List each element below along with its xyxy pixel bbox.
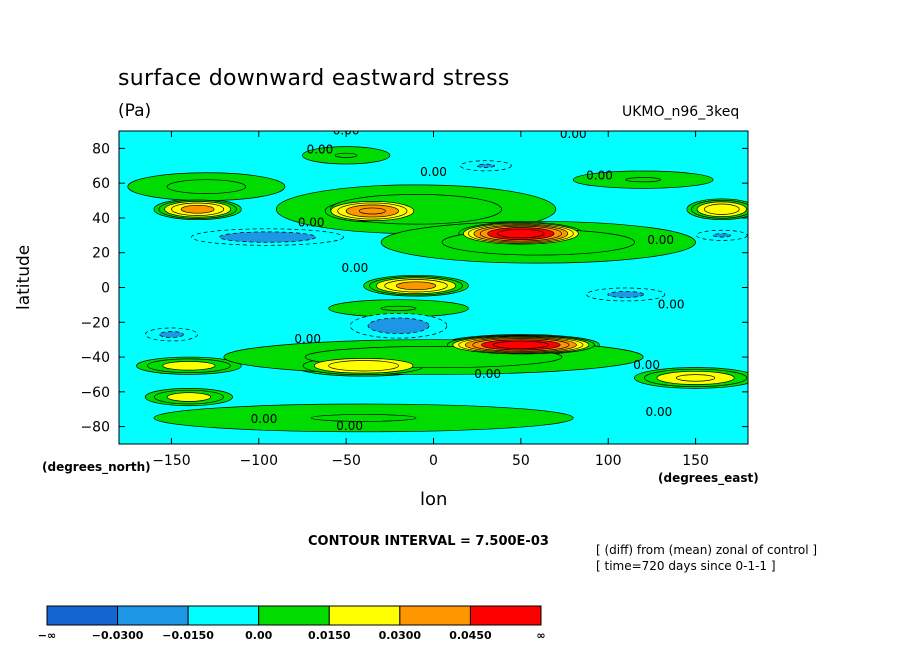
contour-label: 0.00 [251, 412, 278, 426]
legend-swatch [469, 605, 542, 626]
legend-swatch [399, 605, 471, 626]
contour-field [119, 131, 748, 444]
contour-region [380, 305, 417, 311]
x-tick-label: 150 [682, 453, 709, 469]
legend-label: −0.0150 [162, 629, 214, 642]
y-tick-label: −20 [80, 315, 110, 331]
y-tick-label: −80 [80, 420, 110, 436]
contour-region [395, 281, 437, 291]
contour-label: 0.00 [474, 367, 501, 381]
contour-region [219, 231, 316, 243]
contour-label: 0.00 [633, 358, 660, 372]
y-tick-label: 0 [101, 281, 110, 297]
contour-interval: CONTOUR INTERVAL = 7.500E-03 [308, 534, 549, 549]
legend-swatch [258, 605, 330, 626]
x-tick-label: 100 [595, 453, 622, 469]
legend-label: −∞ [38, 629, 56, 642]
legend-label: −0.0300 [92, 629, 144, 642]
contour-region [703, 203, 740, 215]
x-tick-label: 50 [512, 453, 530, 469]
contour-region [180, 204, 215, 214]
contour-region [497, 228, 545, 239]
chart-units: (Pa) [118, 101, 152, 121]
x-axis-unit: (degrees_east) [658, 471, 759, 485]
y-tick-label: 40 [92, 211, 110, 227]
legend-swatch [117, 605, 189, 626]
contour-labels: 0.00 0.00 0.00 0.00 0.00 0.00 0.00 0.00 0.00 0.00… [251, 127, 685, 433]
contour-label: 0.00 [336, 419, 363, 433]
contour-label: 0.00 [658, 297, 685, 311]
contour-label: 0.00 [342, 261, 369, 275]
contour-region [476, 163, 496, 168]
chart-title: surface downward eastward stress [118, 66, 510, 91]
axes: −150 −100 −50 0 50 100 150 80 60 40 20 0 −20 −40 −60 −8… [80, 131, 748, 469]
contour-label: 0.00 [647, 233, 674, 247]
contour-label: 0.00 [307, 143, 334, 157]
contour-label: 0.00 [646, 405, 673, 419]
x-tick-label: −100 [240, 453, 278, 469]
y-tick-label: −60 [80, 385, 110, 401]
contour-label: 0.00 [294, 332, 321, 346]
y-tick-label: 80 [92, 141, 110, 157]
legend-label: 0.0450 [449, 629, 492, 642]
note-diff: [ (diff) from (mean) zonal of control ] [596, 543, 818, 557]
contour-region [328, 360, 399, 372]
legend-label: 0.0300 [379, 629, 422, 642]
y-tick-label: −40 [80, 350, 110, 366]
x-tick-label: 0 [429, 453, 438, 469]
legend-label: ∞ [536, 629, 545, 642]
contour-region [675, 374, 716, 382]
model-name: UKMO_n96_3keq [622, 104, 740, 120]
contour-region [162, 361, 216, 371]
contour-region [166, 392, 212, 402]
contour-region [159, 331, 184, 338]
x-tick-label: −150 [152, 453, 190, 469]
contour-region [166, 179, 247, 194]
contour-region [310, 414, 417, 422]
contour-region [358, 207, 386, 215]
y-tick-label: 20 [92, 246, 110, 262]
contour-region [625, 177, 661, 183]
legend-swatch [328, 605, 401, 626]
contour-region [712, 233, 731, 238]
x-tick-label: −50 [331, 453, 361, 469]
x-axis-label: lon [420, 489, 448, 510]
color-legend: −∞ −0.0300 −0.0150 0.00 0.0150 0.0300 0.0450 ∞ [38, 605, 546, 642]
contour-region [492, 340, 550, 349]
legend-swatch [187, 605, 260, 626]
contour-region [607, 291, 645, 298]
legend-label: 0.00 [245, 629, 272, 642]
y-axis-unit: (degrees_north) [42, 460, 151, 474]
legend-label: 0.0150 [308, 629, 351, 642]
contour-label: 0.00 [560, 127, 587, 141]
contour-label: 0.00 [586, 169, 613, 183]
y-tick-label: 60 [92, 176, 110, 192]
legend-swatch [46, 605, 119, 626]
contour-region [334, 152, 358, 158]
contour-label: 0.00 [420, 165, 447, 179]
note-time: [ time=720 days since 0-1-1 ] [596, 559, 776, 573]
contour-region [367, 317, 430, 334]
contour-label: 0.00 [298, 216, 325, 230]
